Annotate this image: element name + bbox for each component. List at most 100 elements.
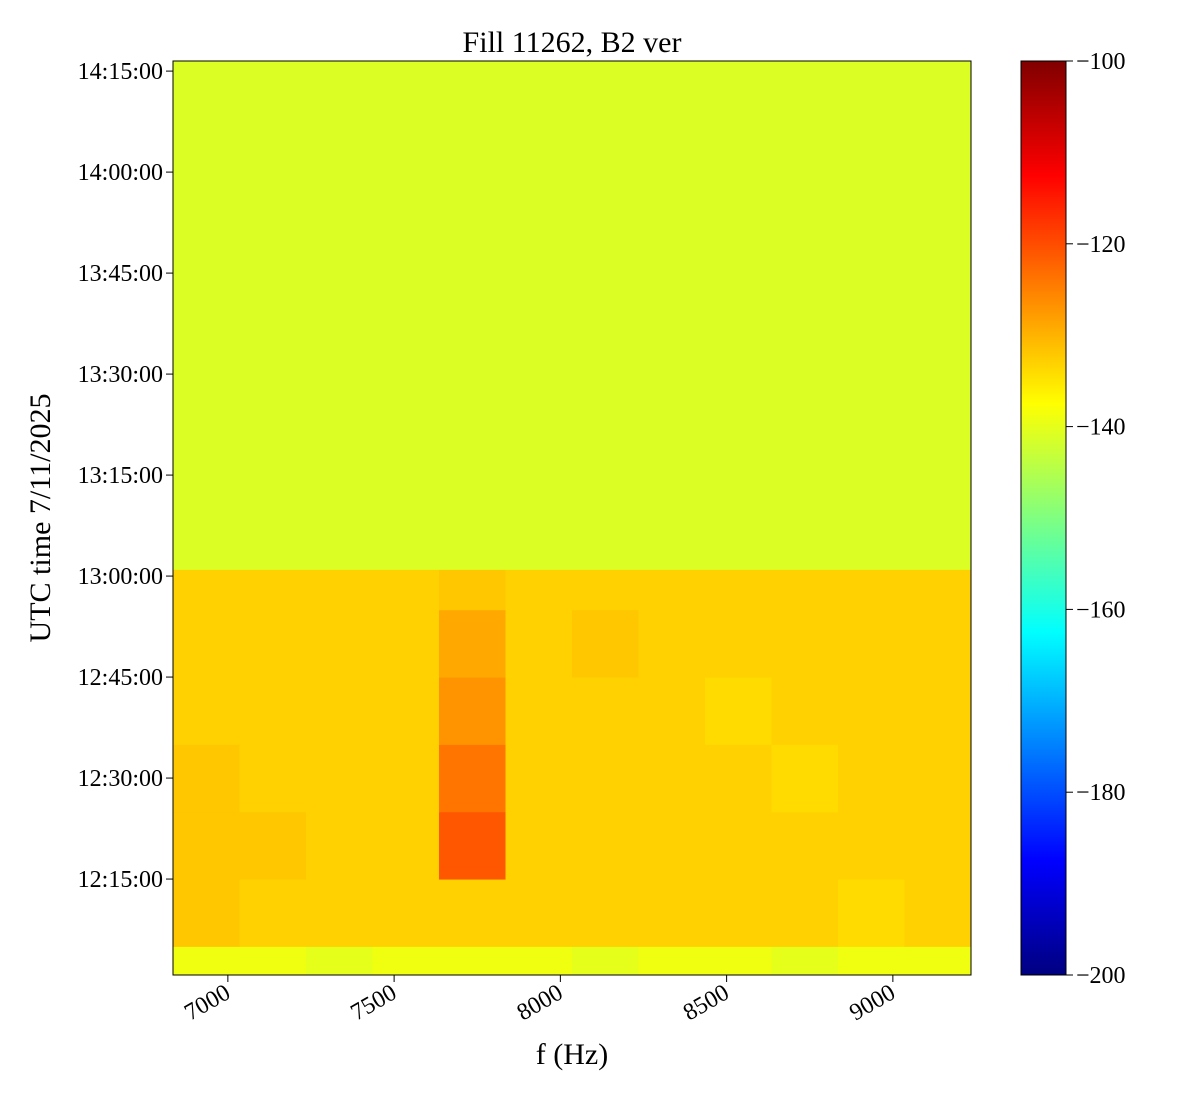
heatmap-cell	[705, 273, 772, 375]
heatmap-cell	[505, 273, 573, 375]
heatmap-cell	[239, 811, 307, 880]
heatmap-cell	[838, 61, 905, 173]
heatmap-cell	[306, 946, 373, 976]
heatmap-cell	[705, 879, 772, 947]
y-tick-label: 13:00:00	[78, 564, 163, 590]
heatmap-cell	[572, 946, 639, 976]
heatmap-cell	[173, 744, 240, 813]
heatmap-cell	[173, 879, 240, 947]
heatmap-cell	[572, 61, 639, 173]
heatmap-cell	[572, 811, 639, 880]
y-tick-label: 13:30:00	[78, 362, 163, 388]
heatmap-cell	[638, 273, 706, 375]
heatmap-cell	[505, 374, 573, 476]
heatmap-cell	[239, 744, 307, 813]
heatmap-cell	[771, 677, 839, 745]
y-axis-label: UTC time 7/11/2025	[24, 394, 57, 643]
heatmap-cell	[372, 569, 440, 611]
heatmap-cell	[638, 744, 706, 813]
x-tick-label: 7000	[180, 980, 235, 1027]
heatmap-cell	[705, 946, 772, 976]
y-tick-label: 14:15:00	[78, 59, 163, 85]
heatmap-cell	[439, 744, 506, 813]
heatmap-cell	[638, 677, 706, 745]
heatmap-cell	[372, 172, 440, 274]
heatmap-cell	[239, 879, 307, 947]
heatmap-cell	[439, 609, 506, 678]
heatmap-cell	[439, 61, 506, 173]
y-tick-label: 12:15:00	[78, 867, 163, 893]
heatmap-cell	[306, 569, 373, 611]
heatmap-cell	[306, 744, 373, 813]
plot-frame	[172, 60, 972, 976]
heatmap-cell	[771, 744, 839, 813]
heatmap-cell	[904, 744, 972, 813]
heatmap-cell	[505, 61, 573, 173]
heatmap-cell	[904, 374, 972, 476]
heatmap-cell	[705, 811, 772, 880]
heatmap-cell	[306, 879, 373, 947]
y-tick-label: 12:45:00	[78, 665, 163, 691]
heatmap-cell	[638, 946, 706, 976]
heatmap-cell	[306, 609, 373, 678]
heatmap-cell	[572, 273, 639, 375]
heatmap-cell	[372, 475, 440, 570]
heatmap-cell	[439, 677, 506, 745]
colorbar-tick-label: −160	[1076, 597, 1126, 623]
y-tick-label: 13:45:00	[78, 261, 163, 287]
heatmap-cell	[572, 677, 639, 745]
colorbar-tick-label: −180	[1076, 780, 1126, 806]
heatmap-cell	[372, 677, 440, 745]
heatmap-cell	[838, 569, 905, 611]
heatmap-cell	[505, 744, 573, 813]
heatmap-cell	[771, 172, 839, 274]
colorbar-tick-label: −100	[1076, 49, 1126, 75]
heatmap-cell	[439, 172, 506, 274]
heatmap-cell	[239, 273, 307, 375]
heatmap-cell	[572, 744, 639, 813]
heatmap-cell	[372, 61, 440, 173]
heatmap-cell	[638, 475, 706, 570]
x-tick-label: 8500	[679, 980, 734, 1027]
y-tick-label: 12:30:00	[78, 766, 163, 792]
heatmap-cell	[439, 374, 506, 476]
heatmap-cell	[705, 61, 772, 173]
x-tick-label: 9000	[845, 980, 900, 1027]
heatmap-cell	[505, 569, 573, 611]
heatmap-cell	[372, 946, 440, 976]
heatmap-cell	[239, 61, 307, 173]
heatmap-cell	[904, 879, 972, 947]
heatmap-cell	[173, 61, 240, 173]
heatmap-cell	[572, 609, 639, 678]
heatmap-cell	[306, 273, 373, 375]
heatmap-cell	[771, 475, 839, 570]
heatmap-cell	[572, 374, 639, 476]
heatmap-cell	[572, 172, 639, 274]
heatmap-cell	[572, 569, 639, 611]
heatmap-cell	[372, 609, 440, 678]
x-tick-label: 7500	[347, 980, 402, 1027]
heatmap-cell	[838, 744, 905, 813]
heatmap-cell	[505, 946, 573, 976]
x-axis-label: f (Hz)	[536, 1038, 608, 1071]
heatmap-cell	[838, 374, 905, 476]
heatmap-cell	[505, 677, 573, 745]
heatmap-cell	[505, 609, 573, 678]
heatmap-cell	[239, 475, 307, 570]
heatmap-cell	[705, 172, 772, 274]
heatmap-cell	[838, 609, 905, 678]
heatmap-cell	[173, 273, 240, 375]
colorbar-tick-label: −140	[1076, 415, 1126, 441]
heatmap-cell	[904, 946, 972, 976]
heatmap-cell	[904, 61, 972, 173]
heatmap-cell	[173, 946, 240, 976]
heatmap-cell	[904, 811, 972, 880]
heatmap-cell	[372, 811, 440, 880]
heatmap-cell	[173, 677, 240, 745]
heatmap-cell	[306, 374, 373, 476]
heatmap-cell	[838, 946, 905, 976]
heatmap-cell	[771, 61, 839, 173]
heatmap-cell	[705, 475, 772, 570]
heatmap-cell	[505, 172, 573, 274]
